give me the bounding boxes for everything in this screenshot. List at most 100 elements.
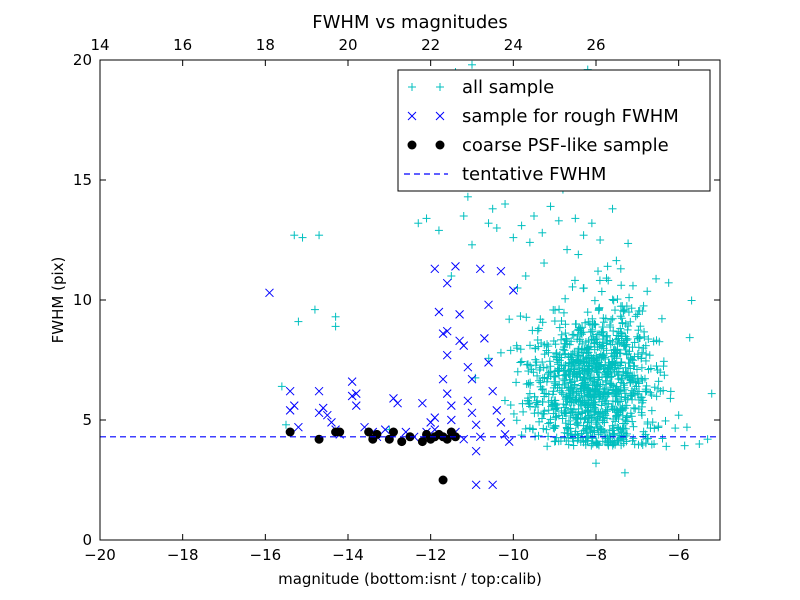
all-sample-point — [516, 312, 525, 321]
rough-fwhm-point — [459, 341, 469, 350]
rough-fwhm-point — [347, 377, 357, 386]
all-sample-point — [617, 314, 626, 323]
all-sample-point — [687, 296, 696, 305]
all-sample-point — [593, 338, 602, 347]
all-sample-point — [607, 315, 616, 324]
all-sample-point — [609, 424, 618, 433]
rough-fwhm-point — [351, 401, 361, 410]
all-sample-point — [616, 349, 625, 358]
rough-fwhm-point-b — [285, 386, 295, 396]
all-sample-point — [592, 438, 601, 447]
all-sample-point — [601, 314, 610, 323]
psf-sample-point — [364, 427, 374, 437]
psf-sample-point — [314, 434, 324, 444]
all-sample-point — [577, 330, 586, 339]
rough-fwhm-point — [496, 418, 506, 427]
rough-fwhm-point-b — [446, 401, 456, 410]
all-sample-point — [666, 394, 675, 403]
all-sample-point — [572, 319, 581, 328]
all-sample-point — [488, 204, 497, 213]
all-sample-point — [613, 370, 622, 379]
all-sample-point — [625, 293, 634, 302]
all-sample-point — [505, 315, 514, 324]
all-sample-point — [533, 400, 542, 409]
all-sample-point — [459, 212, 468, 220]
all-sample-point — [562, 336, 571, 345]
rough-fwhm-point-b — [393, 398, 402, 408]
all-sample-point — [637, 439, 646, 448]
legend-marker-rough-fwhm — [435, 111, 445, 121]
all-sample-point — [649, 337, 658, 346]
rough-fwhm-point-b — [351, 389, 361, 398]
all-sample-point — [526, 341, 535, 350]
rough-fwhm-point — [475, 264, 485, 274]
all-sample-point — [641, 341, 650, 350]
rough-fwhm-point-b — [430, 264, 440, 274]
psf-sample-point — [335, 427, 345, 437]
all-sample-point — [282, 420, 290, 429]
all-sample-point — [592, 354, 601, 363]
series-rough-fwhm — [265, 262, 518, 490]
all-sample-point — [583, 418, 592, 427]
all-sample-point — [525, 424, 534, 433]
all-sample-point — [581, 413, 590, 422]
rough-fwhm-point-b — [496, 418, 506, 427]
all-sample-point — [608, 438, 617, 447]
rough-fwhm-point — [446, 415, 456, 425]
rough-fwhm-point — [471, 446, 481, 456]
all-sample-point — [544, 398, 553, 407]
all-sample-point — [518, 399, 527, 408]
all-sample-point — [574, 421, 583, 430]
all-sample-point — [621, 371, 630, 380]
all-sample-point — [599, 327, 608, 336]
all-sample-point — [552, 433, 561, 442]
all-sample-point — [603, 390, 612, 399]
all-sample-point — [540, 392, 549, 401]
all-sample-point — [695, 440, 704, 448]
all-sample-point — [414, 219, 423, 228]
rough-fwhm-point-b — [496, 266, 506, 276]
all-sample-point — [596, 350, 605, 359]
all-sample-point — [654, 377, 663, 386]
all-sample-point — [626, 353, 635, 362]
legend-markers — [404, 83, 448, 175]
all-sample-point — [554, 411, 563, 420]
psf-sample-point — [438, 475, 448, 485]
all-sample-point — [524, 367, 533, 376]
rough-fwhm-point-b — [442, 278, 452, 288]
all-sample-point — [610, 429, 619, 438]
all-sample-point — [620, 468, 629, 477]
all-sample-point — [631, 404, 640, 413]
all-sample-point — [579, 284, 588, 293]
all-sample-point — [626, 364, 635, 373]
all-sample-point — [583, 364, 592, 373]
all-sample-point — [617, 328, 626, 337]
all-sample-point — [559, 345, 568, 354]
all-sample-point — [331, 322, 340, 331]
all-sample-point — [630, 338, 639, 347]
all-sample-point — [595, 388, 604, 397]
all-sample-point — [664, 278, 673, 287]
all-sample-point — [633, 310, 642, 319]
rough-fwhm-point-b — [492, 406, 502, 415]
rough-fwhm-point — [351, 389, 361, 398]
all-sample-point — [593, 330, 602, 339]
all-sample-point — [562, 372, 571, 381]
all-sample-point — [654, 423, 663, 432]
all-sample-point — [601, 409, 610, 418]
all-sample-point — [310, 305, 319, 314]
rough-fwhm-point — [430, 413, 440, 422]
all-sample-point — [591, 400, 600, 409]
all-sample-point — [538, 358, 547, 367]
all-sample-point — [568, 349, 577, 358]
all-sample-point — [641, 385, 650, 394]
all-sample-point — [609, 296, 618, 305]
all-sample-point — [616, 378, 625, 387]
rough-fwhm-point-b — [484, 300, 493, 310]
all-sample-point — [613, 340, 622, 349]
all-sample-point — [616, 312, 625, 321]
all-sample-point — [525, 238, 534, 247]
rough-fwhm-point-b — [442, 389, 452, 398]
all-sample-point — [636, 393, 645, 402]
rough-fwhm-point-b — [471, 420, 481, 430]
